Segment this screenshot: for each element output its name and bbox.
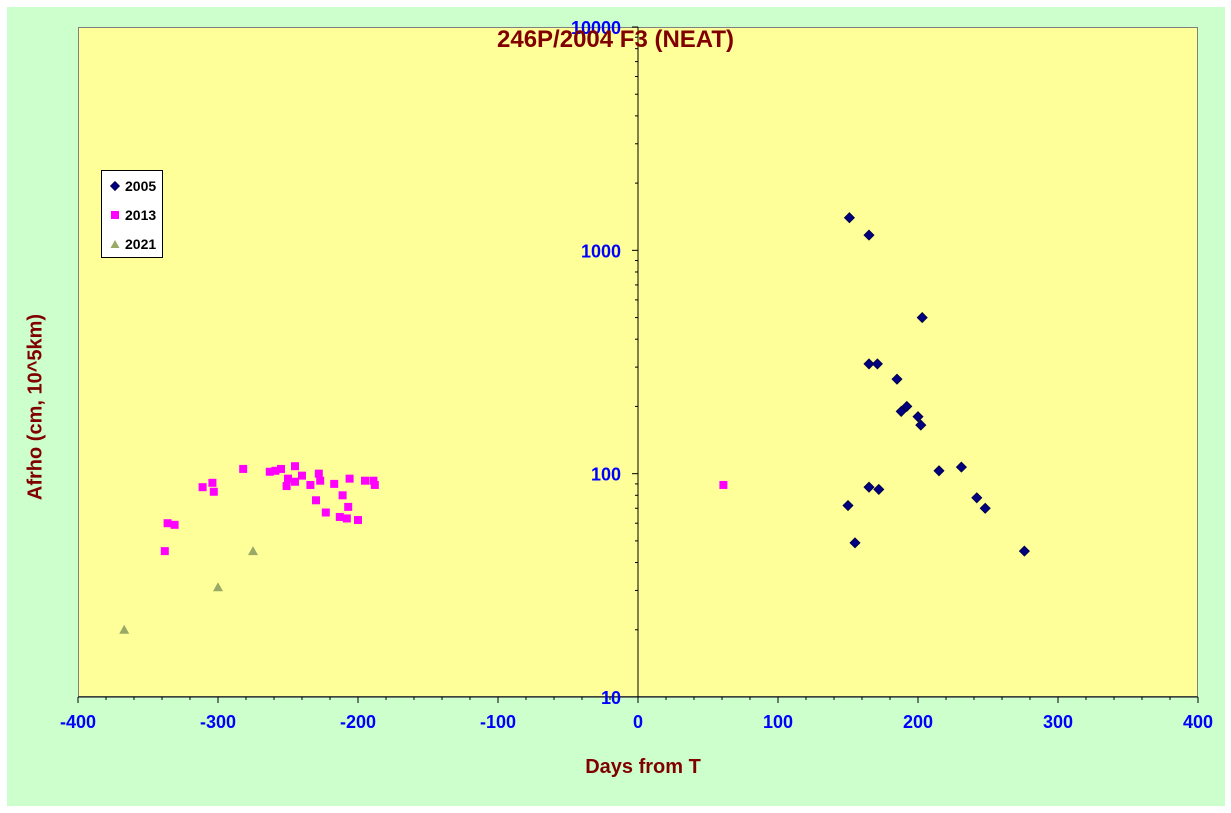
legend-label-2021: 2021 <box>125 236 157 252</box>
data-point-2005 <box>912 411 924 423</box>
x-tick-label: -200 <box>340 712 376 732</box>
data-point-2013 <box>344 502 353 511</box>
data-point-2013 <box>335 512 344 521</box>
x-tick-label: 100 <box>763 712 793 732</box>
data-point-2013 <box>306 480 315 489</box>
data-point-2013 <box>370 480 379 489</box>
y-tick-label: 10000 <box>571 18 621 38</box>
data-point-2005 <box>843 212 855 224</box>
data-point-2021 <box>248 546 258 556</box>
data-point-2005 <box>901 400 913 413</box>
data-point-2013 <box>361 476 369 485</box>
data-point-2005 <box>1018 545 1030 557</box>
y-tick-label: 100 <box>591 465 621 485</box>
data-point-2005 <box>871 358 883 370</box>
data-point-2013 <box>298 471 306 480</box>
data-point-2013 <box>338 491 347 500</box>
triangle-marker-icon <box>110 240 120 248</box>
y-tick-label: 1000 <box>581 241 621 261</box>
x-tick-label: -100 <box>480 712 516 732</box>
data-point-2013 <box>239 464 248 473</box>
data-point-2013 <box>160 547 169 556</box>
data-point-2013 <box>208 478 217 487</box>
data-point-2021 <box>119 624 130 634</box>
data-point-2005 <box>891 373 903 385</box>
data-point-2005 <box>842 499 854 512</box>
x-tick-label: 200 <box>903 712 933 732</box>
data-point-2013 <box>284 474 292 483</box>
data-point-2013 <box>291 477 299 486</box>
data-point-2013 <box>316 476 325 485</box>
x-tick-label: 300 <box>1043 712 1073 732</box>
data-point-2005 <box>863 481 875 493</box>
data-point-2013 <box>321 508 330 517</box>
data-point-2013 <box>282 482 291 491</box>
data-point-2013 <box>271 466 280 475</box>
data-point-2013 <box>314 469 323 478</box>
data-point-2005 <box>915 419 927 431</box>
data-point-2005 <box>863 358 875 370</box>
y-axis-title: Afrho (cm, 10^5km) <box>24 313 47 501</box>
data-point-2013 <box>342 514 351 523</box>
data-point-2013 <box>170 520 179 529</box>
diamond-marker-icon <box>109 180 121 192</box>
data-point-2005 <box>873 483 885 495</box>
legend-item-2021: 2021 <box>110 235 156 253</box>
legend-label-2013: 2013 <box>125 207 157 223</box>
data-point-2013 <box>369 476 378 485</box>
data-point-2013 <box>312 496 320 505</box>
data-point-2005 <box>863 229 875 241</box>
x-tick-label: 400 <box>1183 712 1213 732</box>
data-point-2013 <box>330 479 339 488</box>
legend-label-2005: 2005 <box>125 178 157 194</box>
data-point-2021 <box>213 582 223 592</box>
data-point-2013 <box>354 516 362 525</box>
data-point-2013 <box>345 474 354 483</box>
data-point-2013 <box>277 464 285 473</box>
data-point-2005 <box>971 492 983 504</box>
data-point-2005 <box>933 465 945 477</box>
x-tick-label: -400 <box>60 712 96 732</box>
data-point-2013 <box>209 487 218 496</box>
data-point-2013 <box>163 519 172 528</box>
y-tick-label: 10 <box>601 688 621 708</box>
square-marker-icon <box>111 211 119 219</box>
data-point-2013 <box>265 467 274 476</box>
x-axis-title: Days from T <box>585 756 701 778</box>
chart-title: 246P/2004 F3 (NEAT) <box>497 26 734 53</box>
legend: 2005 2013 2021 <box>101 170 163 258</box>
data-point-2013 <box>291 462 299 471</box>
x-tick-label: -300 <box>200 712 236 732</box>
data-point-2013 <box>719 480 728 489</box>
legend-item-2005: 2005 <box>109 177 157 195</box>
data-point-2005 <box>895 405 907 417</box>
legend-item-2013: 2013 <box>110 206 156 224</box>
data-point-2005 <box>955 461 967 473</box>
x-tick-label: 0 <box>633 712 643 732</box>
data-point-2005 <box>916 311 928 324</box>
data-point-2013 <box>198 483 207 492</box>
data-point-2005 <box>979 502 991 514</box>
data-point-2005 <box>849 537 861 549</box>
